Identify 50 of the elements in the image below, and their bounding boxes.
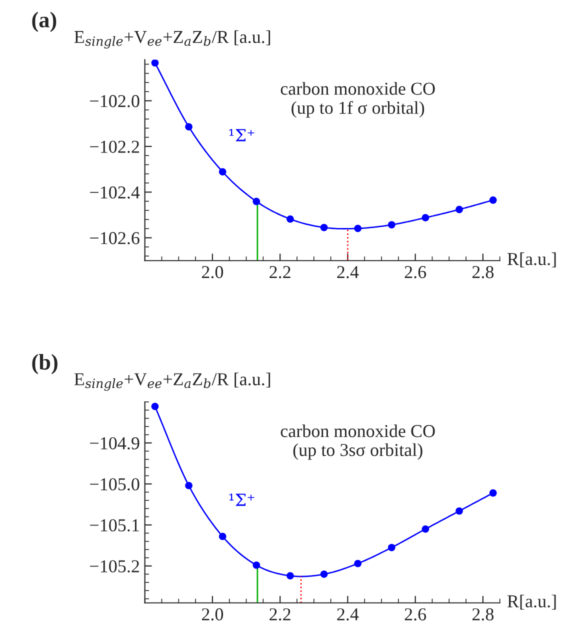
text: E$_{single}$+V$_{ee}$+Z$_{a}$Z$_{b}$/R [a.u.] [74, 372, 270, 391]
point [286, 215, 294, 223]
point [286, 572, 294, 580]
y-tick-label: −102.2 [90, 140, 139, 153]
chart-title: (a) [32, 12, 56, 32]
point [388, 544, 396, 552]
text: E$_{single}$+V$_{ee}$+Z$_{a}$Z$_{b}$/R [a.u.] [74, 30, 270, 49]
point [456, 206, 463, 214]
point [489, 489, 497, 497]
y-tick-label: −102.0 [90, 95, 140, 108]
annotation: carbon monoxide CO (up to 3sσ orbital) [280, 424, 435, 460]
y-tick-label: −105.0 [90, 478, 140, 490]
x-axis-title: R[a.u.] [507, 594, 556, 610]
x-tick-label: 2.2 [270, 608, 290, 621]
point [252, 561, 260, 569]
point [185, 482, 192, 490]
x-tick-label: 2.8 [472, 266, 494, 278]
series-label: ¹Σ⁺ [229, 129, 254, 142]
x-tick-label: 2.6 [404, 608, 426, 621]
y-tick-label: −105.1 [90, 519, 139, 532]
annotation: carbon monoxide CO (up to 1f σ orbital) [280, 82, 435, 118]
series-label: ¹Σ⁺ [229, 494, 254, 506]
y-tick-label: −102.6 [90, 232, 140, 244]
y-tick-label: −104.9 [90, 437, 140, 450]
y-tick-label: −105.2 [90, 560, 139, 572]
point [422, 525, 430, 533]
x-tick-label: 2.4 [337, 608, 359, 621]
x-tick-label: 2.6 [404, 266, 426, 278]
point [422, 214, 430, 222]
point [252, 198, 260, 206]
y-tick-label: −102.4 [90, 186, 140, 199]
x-tick-label: 2.0 [202, 266, 224, 278]
point [151, 60, 159, 67]
x-tick-label: 2.0 [202, 608, 224, 621]
point [354, 560, 362, 568]
x-tick-label: 2.2 [270, 266, 290, 278]
point [185, 123, 192, 130]
point [218, 532, 226, 540]
x-tick-label: 2.8 [472, 608, 494, 621]
point [320, 570, 328, 578]
chart-title: (b) [32, 354, 58, 374]
x-axis-title: R[a.u.] [507, 252, 556, 268]
point [151, 402, 159, 410]
point [218, 168, 226, 176]
x-tick-label: 2.4 [337, 266, 359, 278]
point [320, 224, 328, 232]
point [489, 196, 497, 204]
point [456, 507, 463, 515]
point [388, 221, 396, 228]
point [354, 224, 362, 232]
